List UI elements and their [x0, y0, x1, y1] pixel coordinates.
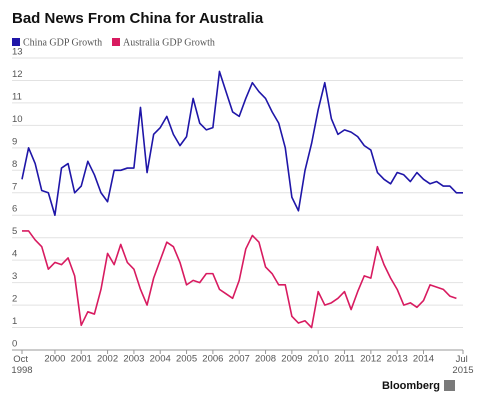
- x-tick-label: 2003: [123, 354, 144, 365]
- y-tick-label: 0: [12, 339, 17, 350]
- x-tick-label: 2004: [150, 354, 171, 365]
- y-tick-label: 8: [12, 159, 17, 170]
- y-tick-label: 13: [12, 47, 23, 58]
- y-tick-label: 2: [12, 294, 17, 305]
- y-tick-label: 12: [12, 69, 23, 80]
- series-line: [21, 70, 463, 217]
- x-tick-label: 2002: [97, 354, 118, 365]
- legend-swatch: [112, 38, 120, 46]
- x-tick-label: 2008: [255, 354, 276, 365]
- x-tick-label: 2010: [308, 354, 329, 365]
- x-tick-label: Oct 1998: [11, 354, 32, 376]
- x-tick-label: 2000: [44, 354, 65, 365]
- y-tick-label: 5: [12, 226, 17, 237]
- legend-label: Australia GDP Growth: [123, 37, 215, 48]
- x-tick-label: 2006: [202, 354, 223, 365]
- y-tick-label: 3: [12, 271, 17, 282]
- x-tick-label: 2012: [360, 354, 381, 365]
- logo: [444, 380, 455, 391]
- source: Bloomberg: [382, 380, 440, 392]
- y-tick-label: 10: [12, 114, 23, 125]
- y-tick-label: 1: [12, 316, 17, 327]
- series-line: [22, 230, 457, 329]
- y-tick-label: 6: [12, 204, 17, 215]
- y-tick-label: 7: [12, 181, 17, 192]
- legend-label: China GDP Growth: [23, 37, 102, 48]
- y-tick-label: 9: [12, 136, 17, 147]
- x-tick-label: 2007: [229, 354, 250, 365]
- x-tick-label: 2014: [413, 354, 434, 365]
- x-tick-label: 2011: [334, 354, 354, 365]
- x-tick-label: 2005: [176, 354, 197, 365]
- x-tick-label: 2013: [387, 354, 408, 365]
- x-tick-label: Jul 2015: [452, 354, 473, 376]
- x-tick-label: 2009: [281, 354, 302, 365]
- x-tick-label: 2001: [71, 354, 92, 365]
- chart-title: Bad News From China for Australia: [12, 10, 264, 27]
- y-tick-label: 4: [12, 249, 17, 260]
- y-tick-label: 11: [12, 91, 22, 102]
- legend-swatch: [12, 38, 20, 46]
